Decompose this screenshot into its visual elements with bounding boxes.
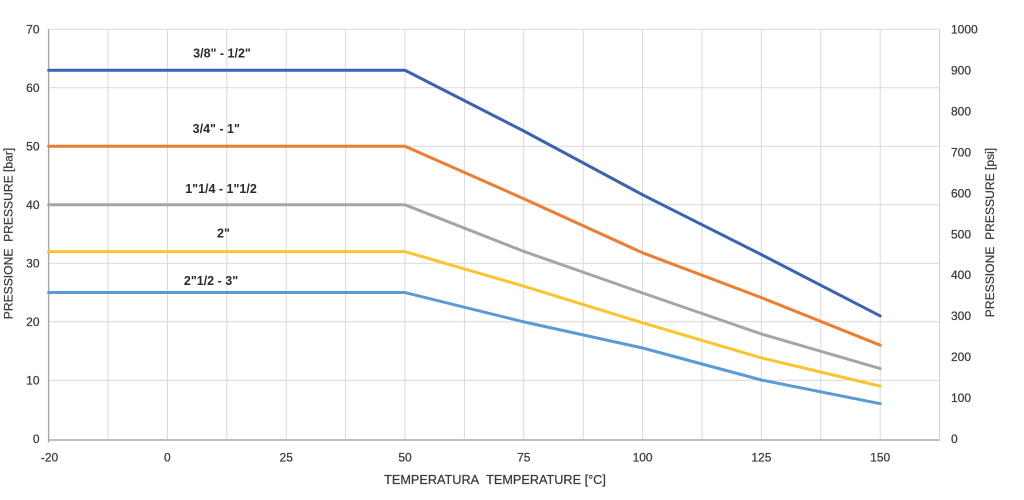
svg-text:700: 700	[951, 145, 971, 159]
svg-text:400: 400	[951, 268, 971, 282]
svg-text:PRESSIONE PRESSURE [psi]: PRESSIONE PRESSURE [psi]	[983, 148, 997, 317]
svg-text:3/8" - 1/2": 3/8" - 1/2"	[193, 47, 251, 61]
svg-text:0: 0	[951, 432, 958, 446]
svg-text:TEMPERATURA TEMPERATURE [°C]: TEMPERATURA TEMPERATURE [°C]	[384, 473, 606, 487]
svg-text:25: 25	[280, 451, 294, 465]
svg-text:0: 0	[164, 451, 171, 465]
svg-text:10: 10	[26, 374, 40, 388]
svg-text:1"1/4 - 1"1/2: 1"1/4 - 1"1/2	[185, 182, 257, 196]
svg-text:PRESSIONE PRESSURE [bar]: PRESSIONE PRESSURE [bar]	[2, 148, 16, 319]
svg-text:300: 300	[951, 309, 971, 323]
svg-text:0: 0	[33, 432, 40, 446]
svg-text:150: 150	[870, 451, 890, 465]
svg-text:900: 900	[951, 64, 971, 78]
svg-text:60: 60	[26, 81, 40, 95]
svg-text:125: 125	[751, 451, 771, 465]
svg-text:100: 100	[951, 391, 971, 405]
svg-text:20: 20	[26, 315, 40, 329]
svg-text:200: 200	[951, 350, 971, 364]
svg-text:600: 600	[951, 186, 971, 200]
svg-text:70: 70	[26, 23, 40, 37]
svg-text:2"1/2 - 3": 2"1/2 - 3"	[184, 274, 238, 288]
svg-text:50: 50	[398, 451, 412, 465]
svg-text:30: 30	[26, 257, 40, 271]
svg-text:800: 800	[951, 104, 971, 118]
svg-text:2": 2"	[217, 227, 230, 241]
svg-text:1000: 1000	[951, 23, 978, 37]
svg-text:50: 50	[26, 140, 40, 154]
svg-text:3/4" - 1": 3/4" - 1"	[193, 122, 240, 136]
svg-text:-20: -20	[41, 451, 59, 465]
svg-text:75: 75	[517, 451, 531, 465]
svg-text:40: 40	[26, 198, 40, 212]
svg-text:100: 100	[633, 451, 653, 465]
svg-text:500: 500	[951, 227, 971, 241]
